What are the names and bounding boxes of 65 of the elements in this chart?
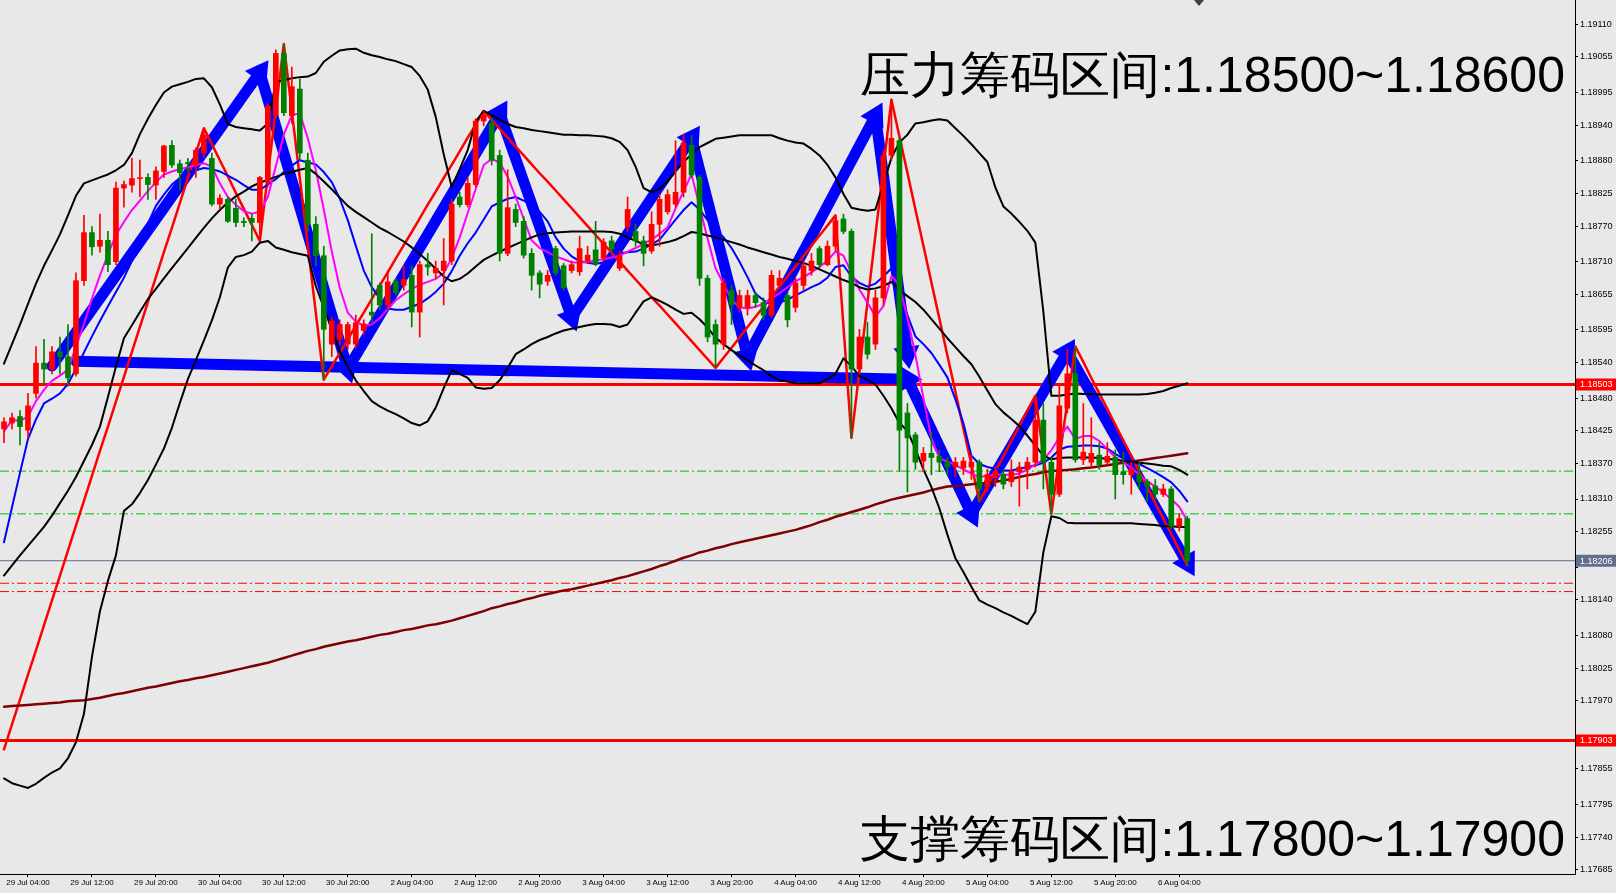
point	[860, 102, 884, 129]
y-tick-label: 1.18995	[1580, 87, 1613, 98]
y-tick-label: 1.17970	[1580, 695, 1613, 706]
y-tick-label: 1.18710	[1580, 256, 1613, 267]
x-tick-label: 2 Aug 04:00	[390, 878, 434, 887]
y-tick-label: 1.17740	[1580, 831, 1613, 842]
y-tick-label: 1.18310	[1580, 493, 1613, 504]
x-tick-label: 6 Aug 04:00	[1157, 878, 1202, 887]
ref-line-label: 1.18206	[1580, 555, 1613, 566]
candlestick	[1128, 461, 1135, 495]
x-tick-label: 30 Jul 04:00	[198, 878, 243, 887]
ref-line-label: 1.17903	[1580, 735, 1613, 746]
x-tick-label: 2 Aug 20:00	[518, 878, 562, 887]
y-tick-label: 1.18480	[1580, 392, 1613, 403]
candlestick	[1080, 403, 1087, 465]
y-tick-label: 1.19110	[1580, 18, 1612, 29]
y-tick-label: 1.17855	[1580, 763, 1613, 774]
x-tick-label: 30 Jul 12:00	[262, 878, 307, 887]
y-tick-label: 1.18940	[1580, 119, 1613, 130]
candlestick	[1120, 451, 1127, 485]
y-tick-label: 1.18140	[1580, 594, 1613, 605]
annotation: 压力筹码区间:1.18500~1.18600	[860, 46, 1565, 103]
candlestick	[241, 217, 247, 227]
candlestick	[185, 158, 191, 173]
y-tick-label: 1.18595	[1580, 324, 1613, 335]
y-tick-label: 1.18080	[1580, 629, 1613, 640]
candlestick	[121, 180, 127, 208]
x-tick-label: 5 Aug 04:00	[966, 878, 1010, 887]
y-tick-label: 1.18655	[1580, 288, 1613, 299]
y-tick-label: 1.18025	[1580, 662, 1613, 673]
y-tick-label: 1.17795	[1580, 799, 1613, 810]
candlestick	[57, 336, 63, 375]
x-tick-label: 5 Aug 12:00	[1029, 878, 1074, 887]
candlestick	[137, 159, 143, 198]
candlestick	[440, 238, 447, 306]
y-tick-label: 1.18425	[1580, 425, 1613, 436]
y-tick-label: 1.18540	[1580, 357, 1613, 368]
y-tick-label: 1.18370	[1580, 457, 1613, 468]
x-tick-label: 2 Aug 12:00	[454, 878, 498, 887]
x-tick-label: 30 Jul 20:00	[325, 878, 371, 887]
candlestick	[129, 158, 135, 193]
x-tick-label: 29 Jul 04:00	[6, 878, 51, 887]
x-tick-label: 3 Aug 12:00	[646, 878, 690, 887]
x-tick-label: 29 Jul 20:00	[134, 878, 179, 887]
x-tick-label: 5 Aug 20:00	[1093, 878, 1138, 887]
candlestick	[424, 253, 431, 276]
x-tick-label: 4 Aug 20:00	[902, 878, 946, 887]
candlestick	[1088, 417, 1095, 468]
annotation: 支撑筹码区间:1.17800~1.17900	[860, 810, 1565, 867]
x-tick-label: 4 Aug 12:00	[838, 878, 882, 887]
candlestick	[1, 417, 7, 443]
ref-line-label: 1.18503	[1580, 379, 1613, 390]
x-tick-label: 29 Jul 12:00	[70, 878, 115, 887]
y-tick-label: 1.17685	[1580, 864, 1613, 875]
candlestick	[249, 213, 255, 242]
x-tick-label: 4 Aug 04:00	[774, 878, 818, 887]
y-tick-label: 1.19055	[1580, 51, 1613, 62]
x-tick-label: 3 Aug 04:00	[582, 878, 626, 887]
y-tick-label: 1.18880	[1580, 155, 1613, 166]
candlestick	[41, 339, 47, 384]
y-tick-label: 1.18825	[1580, 187, 1613, 198]
candlestick	[97, 213, 103, 253]
x-tick-label: 3 Aug 20:00	[710, 878, 754, 887]
y-tick-label: 1.18255	[1580, 526, 1613, 537]
y-tick-label: 1.18770	[1580, 220, 1613, 231]
